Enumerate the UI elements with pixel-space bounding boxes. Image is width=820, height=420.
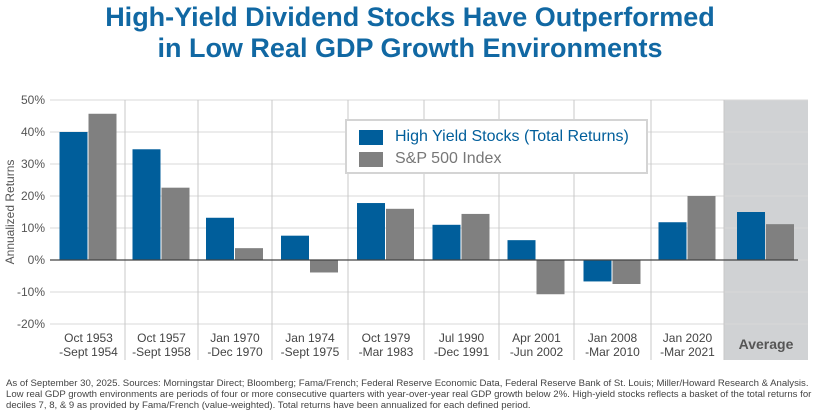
x-tick-label: Oct 1979 xyxy=(362,331,411,345)
bar-high-yield xyxy=(357,203,385,260)
title-line-2: in Low Real GDP Growth Environments xyxy=(157,33,663,63)
chart-title: High-Yield Dividend Stocks Have Outperfo… xyxy=(0,2,820,64)
bar-high-yield xyxy=(737,212,765,260)
bar-high-yield xyxy=(281,235,309,260)
y-tick-label: 10% xyxy=(21,221,45,235)
legend-item-sp500: S&P 500 Index xyxy=(359,150,501,168)
y-axis-label: Annualized Returns xyxy=(3,160,17,265)
x-tick-label: -Sept 1958 xyxy=(132,345,191,359)
footnote: As of September 30, 2025. Sources: Morni… xyxy=(6,378,812,411)
x-tick-label: Average xyxy=(739,336,794,352)
x-tick-label: Jan 1974 xyxy=(285,331,335,345)
y-tick-label: 30% xyxy=(21,157,45,171)
title-line-1: High-Yield Dividend Stocks Have Outperfo… xyxy=(105,2,715,32)
x-tick-label: Jan 2020 xyxy=(663,331,713,345)
x-tick-label: -Dec 1970 xyxy=(207,345,263,359)
x-tick-label: -Dec 1991 xyxy=(434,345,490,359)
bar-chart: 50% 40% 30% 20% 10% 0% -10% -20% Annualized Retu… xyxy=(3,93,808,360)
x-tick-label: Jul 1990 xyxy=(439,331,485,345)
x-tick-label: Oct 1953 xyxy=(64,331,113,345)
x-tick-label: -Jun 2002 xyxy=(510,345,564,359)
bar-sp500 xyxy=(766,224,794,260)
x-tick-label: Jan 2008 xyxy=(588,331,638,345)
bar-high-yield xyxy=(206,217,234,260)
x-tick-label: Apr 2001 xyxy=(512,331,561,345)
legend-label: S&P 500 Index xyxy=(395,150,502,167)
bar-sp500 xyxy=(161,187,190,260)
x-tick-label: Jan 1970 xyxy=(210,331,260,345)
y-tick-label: 20% xyxy=(21,189,45,203)
legend-label: High Yield Stocks (Total Returns) xyxy=(395,128,629,145)
bar-sp500 xyxy=(386,208,414,260)
bar-sp500 xyxy=(88,113,117,260)
bar-sp500 xyxy=(536,260,565,295)
x-tick-label: -Mar 1983 xyxy=(359,345,414,359)
bar-sp500 xyxy=(687,196,716,260)
y-tick-label: 0% xyxy=(28,253,46,267)
legend: High Yield Stocks (Total Returns) S&P 50… xyxy=(345,119,648,174)
legend-swatch xyxy=(359,129,383,145)
bar-high-yield xyxy=(658,222,687,260)
bar-high-yield xyxy=(432,224,461,260)
x-tick-label: Oct 1957 xyxy=(137,331,186,345)
x-tick-label: -Mar 2010 xyxy=(585,345,640,359)
bar-high-yield xyxy=(583,260,612,282)
legend-swatch xyxy=(359,151,383,167)
y-tick-label: 40% xyxy=(21,125,45,139)
x-tick-label: -Mar 2021 xyxy=(660,345,715,359)
bar-sp500 xyxy=(235,248,263,260)
bar-sp500 xyxy=(461,213,490,260)
legend-item-high-yield: High Yield Stocks (Total Returns) xyxy=(359,128,629,146)
bar-high-yield xyxy=(132,149,161,260)
bar-sp500 xyxy=(310,260,338,273)
y-tick-label: -20% xyxy=(17,317,45,331)
y-tick-label: 50% xyxy=(21,93,45,107)
bar-high-yield xyxy=(507,240,536,260)
bar-sp500 xyxy=(612,260,641,284)
y-tick-label: -10% xyxy=(17,285,45,299)
bar-high-yield xyxy=(59,132,88,260)
x-tick-label: -Sept 1975 xyxy=(281,345,340,359)
x-tick-label: -Sept 1954 xyxy=(59,345,118,359)
